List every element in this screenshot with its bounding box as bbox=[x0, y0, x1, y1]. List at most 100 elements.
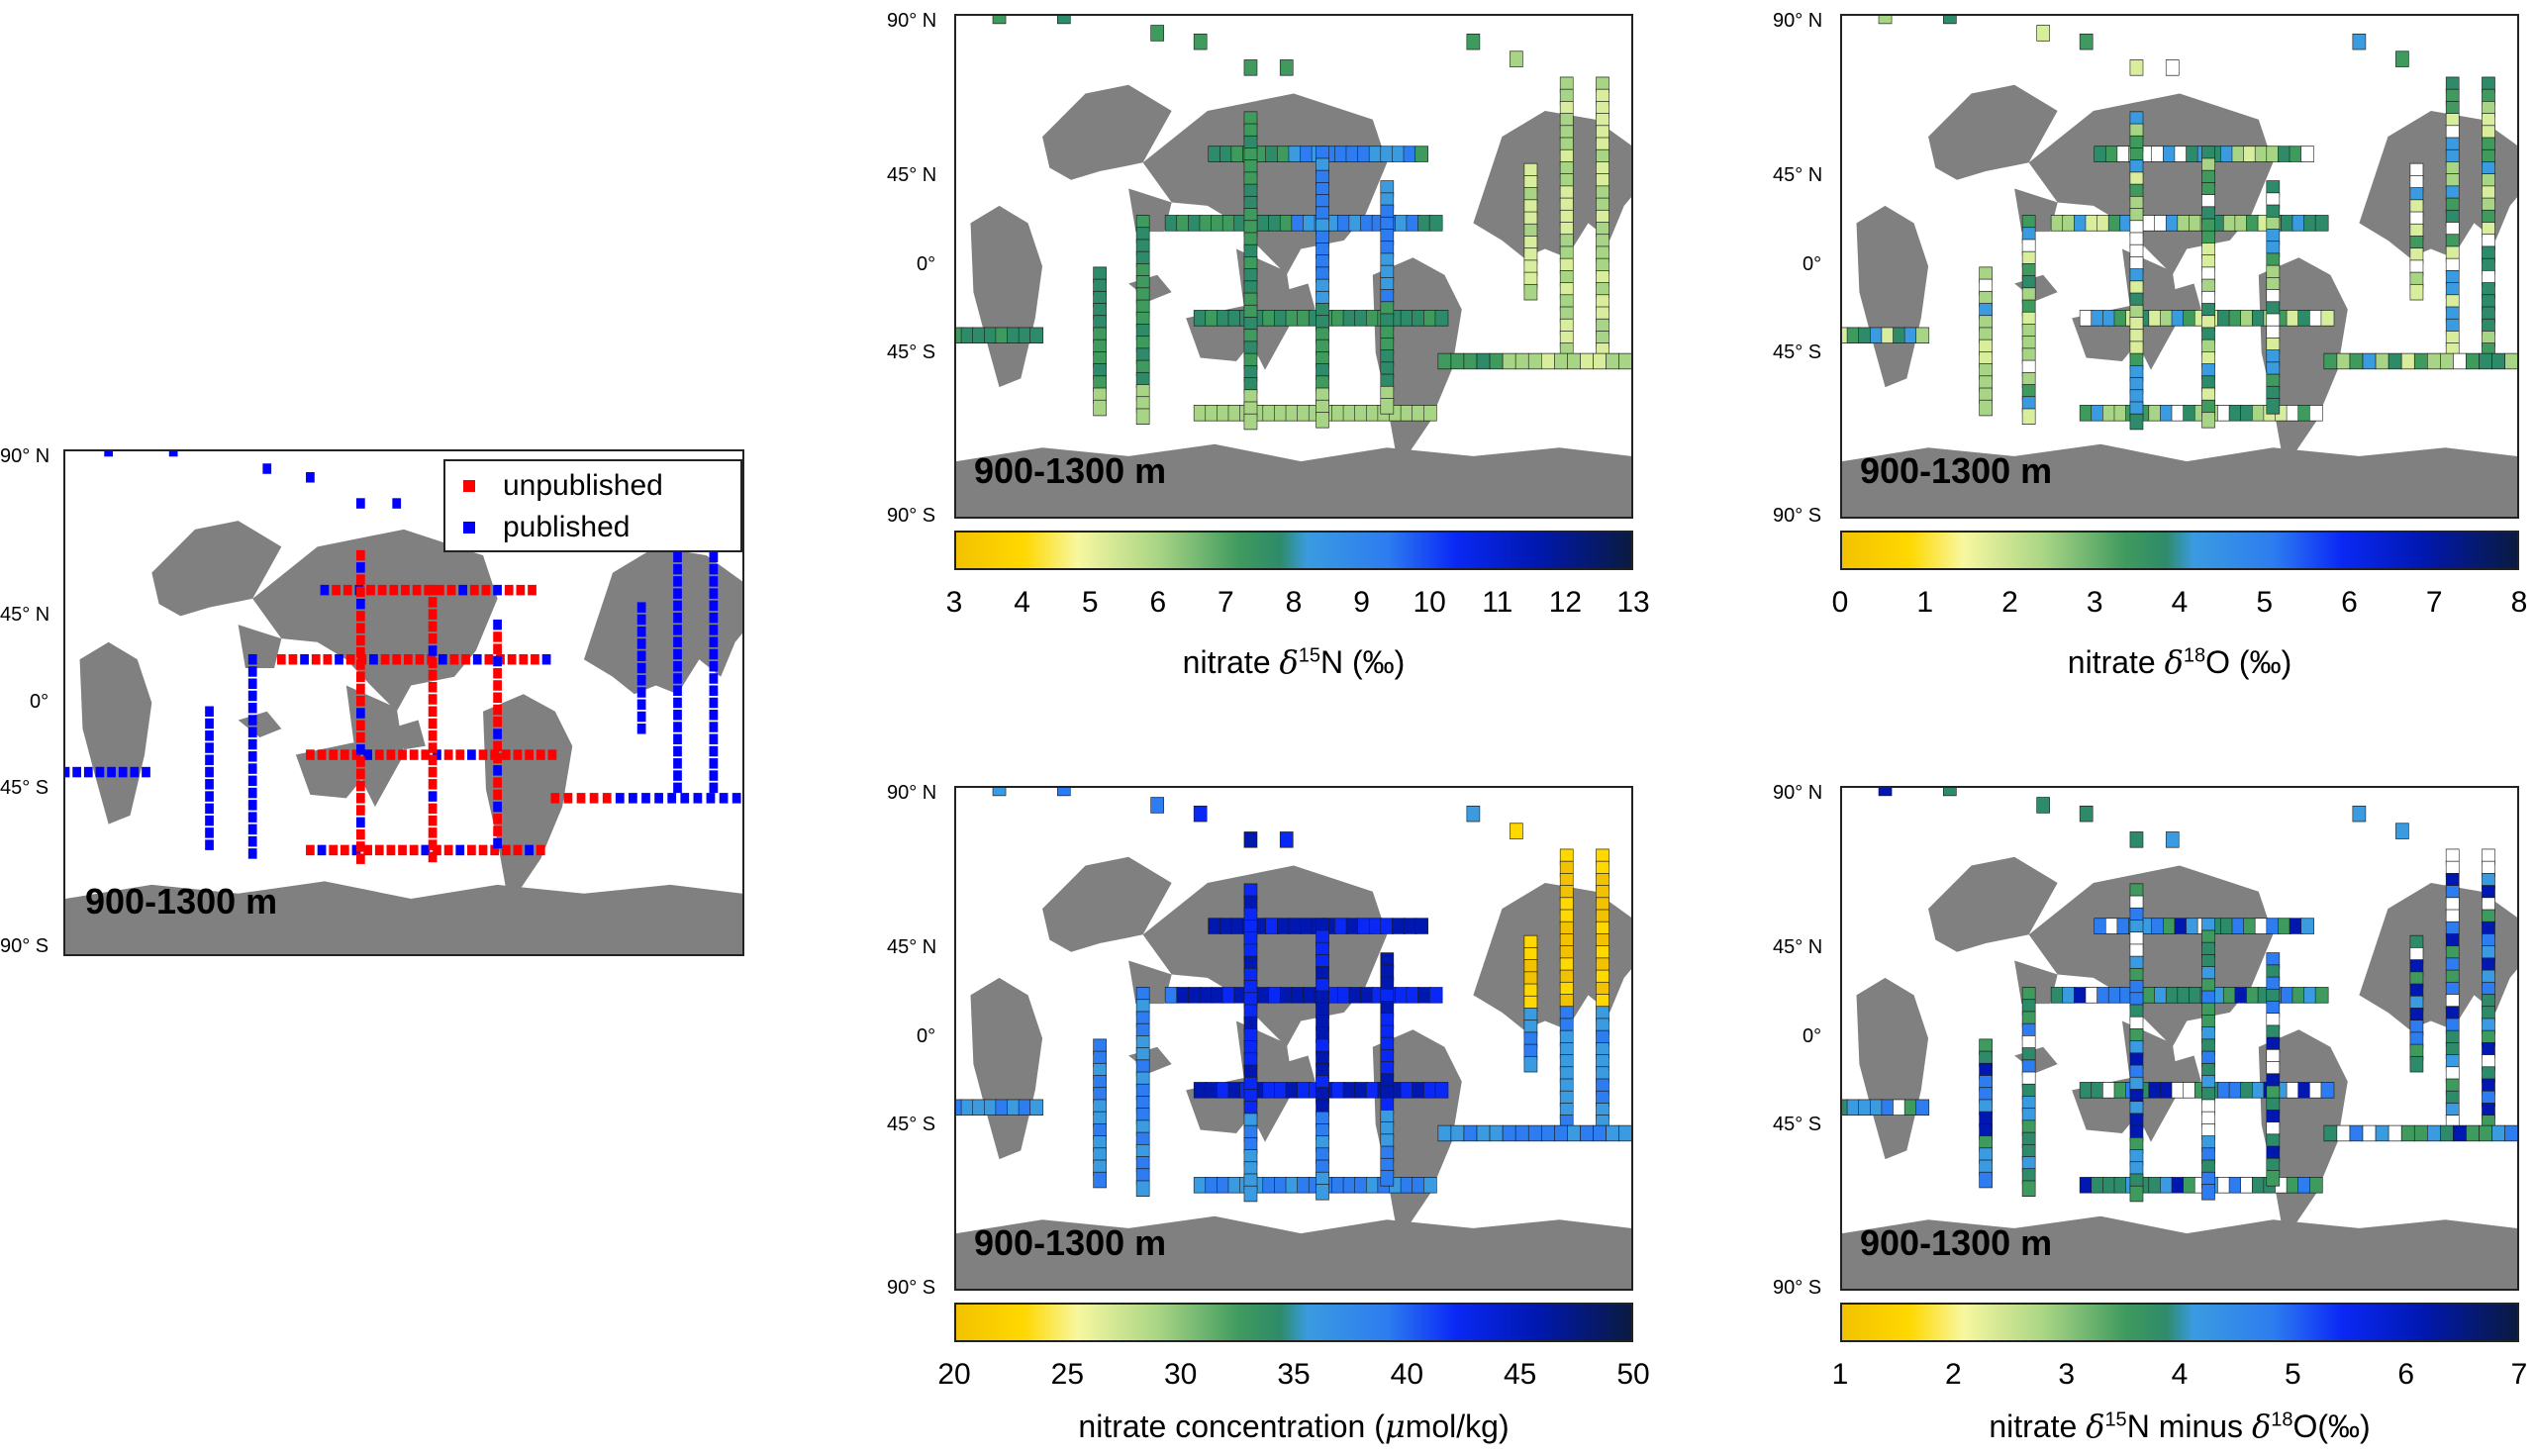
station-marker bbox=[2129, 831, 2144, 848]
unpublished-station bbox=[428, 609, 438, 620]
unpublished-station bbox=[409, 749, 419, 760]
published-station bbox=[95, 766, 105, 778]
published-station bbox=[673, 563, 682, 575]
station-marker bbox=[2102, 310, 2116, 327]
station-marker bbox=[2409, 1055, 2424, 1073]
unpublished-station bbox=[340, 749, 349, 760]
station-marker bbox=[2243, 146, 2257, 162]
station-marker bbox=[1268, 215, 1282, 232]
station-marker bbox=[2201, 1184, 2215, 1201]
published-station bbox=[709, 576, 719, 587]
published-station bbox=[629, 793, 637, 804]
station-marker bbox=[1208, 146, 1222, 162]
station-marker bbox=[2142, 215, 2157, 232]
station-marker bbox=[2177, 987, 2192, 1004]
colorbar-tick-label: 35 bbox=[1277, 1358, 1311, 1391]
unpublished-station bbox=[355, 611, 365, 622]
station-marker bbox=[2102, 1177, 2116, 1194]
lat-label-45s: 45° S bbox=[0, 777, 49, 799]
station-marker bbox=[2400, 1124, 2415, 1142]
station-marker bbox=[2504, 1124, 2517, 1142]
station-marker bbox=[1262, 405, 1277, 422]
station-marker bbox=[2183, 1177, 2196, 1194]
colorbar-tick-label: 6 bbox=[2341, 586, 2358, 619]
unpublished-station bbox=[306, 844, 315, 856]
published-station bbox=[636, 638, 646, 649]
published-station bbox=[320, 584, 330, 596]
station-marker bbox=[2320, 1082, 2335, 1099]
published-station bbox=[636, 650, 646, 661]
colorbar-d18o bbox=[1840, 531, 2519, 570]
station-marker bbox=[1412, 1082, 1426, 1099]
unpublished-station bbox=[355, 768, 365, 780]
published-station bbox=[709, 625, 719, 635]
station-marker bbox=[2104, 146, 2119, 162]
unpublished-station bbox=[366, 584, 375, 596]
unpublished-station bbox=[481, 584, 491, 596]
station-marker bbox=[1227, 1177, 1242, 1194]
station-marker bbox=[1368, 918, 1383, 934]
legend-label-unpublished: unpublished bbox=[503, 469, 663, 502]
unpublished-station bbox=[428, 584, 438, 596]
colorbar-tick-label: 9 bbox=[1353, 586, 1370, 619]
station-marker bbox=[2116, 918, 2131, 934]
station-marker bbox=[2116, 146, 2131, 162]
station-marker bbox=[2352, 33, 2367, 50]
colorbar-tick-label: 8 bbox=[2510, 586, 2528, 619]
station-marker bbox=[1417, 987, 1431, 1004]
station-marker bbox=[1881, 327, 1896, 343]
station-marker bbox=[2079, 405, 2094, 422]
station-marker bbox=[1018, 327, 1032, 343]
station-marker bbox=[2234, 987, 2249, 1004]
colorbar-ticks-difference: 1 2 3 4 5 6 7 bbox=[1832, 1358, 2528, 1398]
station-marker bbox=[2409, 283, 2424, 301]
unpublished-station bbox=[443, 844, 453, 856]
station-marker bbox=[984, 1099, 998, 1116]
depth-label: 900-1300 m bbox=[1860, 450, 2053, 491]
station-marker bbox=[2281, 987, 2294, 1004]
colorbar-tick-label: 6 bbox=[2397, 1358, 2414, 1391]
unpublished-station bbox=[576, 793, 586, 804]
station-marker bbox=[2228, 405, 2243, 422]
unpublished-station bbox=[415, 653, 425, 665]
published-station bbox=[636, 724, 646, 734]
unpublished-station bbox=[493, 752, 502, 764]
station-marker bbox=[2079, 1177, 2094, 1194]
station-marker bbox=[2281, 215, 2294, 232]
published-station bbox=[247, 835, 257, 847]
station-marker bbox=[972, 1099, 987, 1116]
station-marker bbox=[1593, 1124, 1607, 1142]
colorbar-ticks-d18o: 0 1 2 3 4 5 6 7 8 bbox=[1832, 586, 2528, 626]
station-marker bbox=[1256, 215, 1271, 232]
unpublished-station bbox=[276, 653, 286, 665]
station-marker bbox=[2183, 310, 2196, 327]
published-station bbox=[247, 738, 257, 750]
station-marker bbox=[2160, 1082, 2174, 1099]
published-station bbox=[709, 660, 719, 672]
station-marker bbox=[1274, 310, 1288, 327]
station-marker bbox=[2336, 1124, 2351, 1142]
published-station bbox=[615, 793, 625, 804]
station-marker bbox=[2453, 1124, 2467, 1142]
colorbar-tick-label: 10 bbox=[1413, 586, 1446, 619]
colorbar-tick-label: 2 bbox=[2001, 586, 2018, 619]
station-marker bbox=[1230, 146, 1245, 162]
published-station bbox=[673, 648, 682, 660]
published-station bbox=[493, 584, 502, 596]
station-marker bbox=[2336, 352, 2351, 370]
legend-label-published: published bbox=[503, 511, 631, 543]
unpublished-station bbox=[288, 653, 298, 665]
lat-label-90s: 90° S bbox=[1773, 1277, 1822, 1299]
station-marker bbox=[2174, 146, 2189, 162]
station-marker bbox=[2165, 59, 2180, 76]
unpublished-station bbox=[493, 789, 502, 801]
depth-label: 900-1300 m bbox=[1860, 1222, 2053, 1263]
station-marker bbox=[1288, 146, 1303, 162]
unpublished-station bbox=[355, 780, 365, 792]
station-marker bbox=[2094, 146, 2108, 162]
station-marker bbox=[1360, 987, 1374, 1004]
station-marker bbox=[1018, 1099, 1032, 1116]
colorbar-tick-label: 3 bbox=[945, 586, 963, 619]
station-marker bbox=[1489, 352, 1504, 370]
published-station bbox=[428, 645, 438, 656]
